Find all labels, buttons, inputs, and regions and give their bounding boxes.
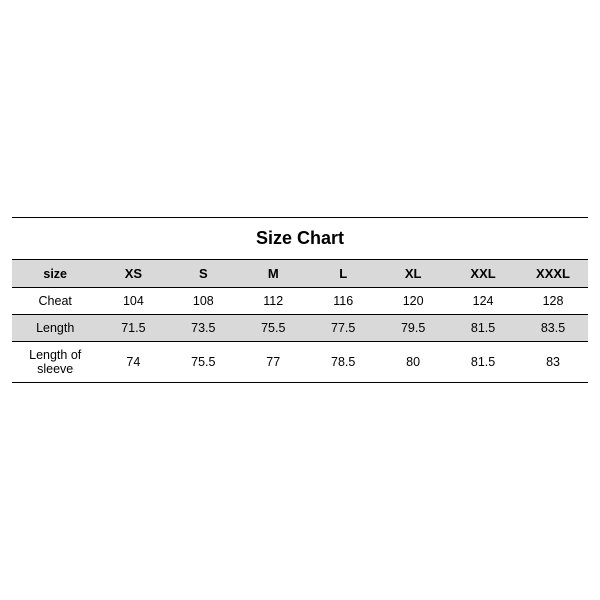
cell: 75.5: [168, 342, 238, 383]
cell: 104: [98, 288, 168, 315]
cell: 124: [448, 288, 518, 315]
table-row: Length of sleeve 74 75.5 77 78.5 80 81.5…: [12, 342, 588, 383]
col-header: L: [308, 260, 378, 288]
cell: 81.5: [448, 342, 518, 383]
header-label: size: [12, 260, 98, 288]
cell: 77: [238, 342, 308, 383]
cell: 81.5: [448, 315, 518, 342]
cell: 77.5: [308, 315, 378, 342]
col-header: M: [238, 260, 308, 288]
cell: 73.5: [168, 315, 238, 342]
size-chart-container: Size Chart size XS S M L XL XXL XXXL Che…: [12, 217, 588, 383]
col-header: XL: [378, 260, 448, 288]
chart-title: Size Chart: [12, 218, 588, 260]
cell: 80: [378, 342, 448, 383]
row-label: Cheat: [12, 288, 98, 315]
cell: 83.5: [518, 315, 588, 342]
cell: 78.5: [308, 342, 378, 383]
cell: 79.5: [378, 315, 448, 342]
col-header: XXXL: [518, 260, 588, 288]
cell: 74: [98, 342, 168, 383]
row-label: Length of sleeve: [12, 342, 98, 383]
cell: 71.5: [98, 315, 168, 342]
row-label: Length: [12, 315, 98, 342]
cell: 112: [238, 288, 308, 315]
col-header: S: [168, 260, 238, 288]
table-row: Length 71.5 73.5 75.5 77.5 79.5 81.5 83.…: [12, 315, 588, 342]
header-row: size XS S M L XL XXL XXXL: [12, 260, 588, 288]
col-header: XS: [98, 260, 168, 288]
table-row: Cheat 104 108 112 116 120 124 128: [12, 288, 588, 315]
cell: 116: [308, 288, 378, 315]
title-row: Size Chart: [12, 218, 588, 260]
cell: 83: [518, 342, 588, 383]
cell: 75.5: [238, 315, 308, 342]
size-chart-table: Size Chart size XS S M L XL XXL XXXL Che…: [12, 217, 588, 383]
cell: 120: [378, 288, 448, 315]
cell: 108: [168, 288, 238, 315]
col-header: XXL: [448, 260, 518, 288]
cell: 128: [518, 288, 588, 315]
